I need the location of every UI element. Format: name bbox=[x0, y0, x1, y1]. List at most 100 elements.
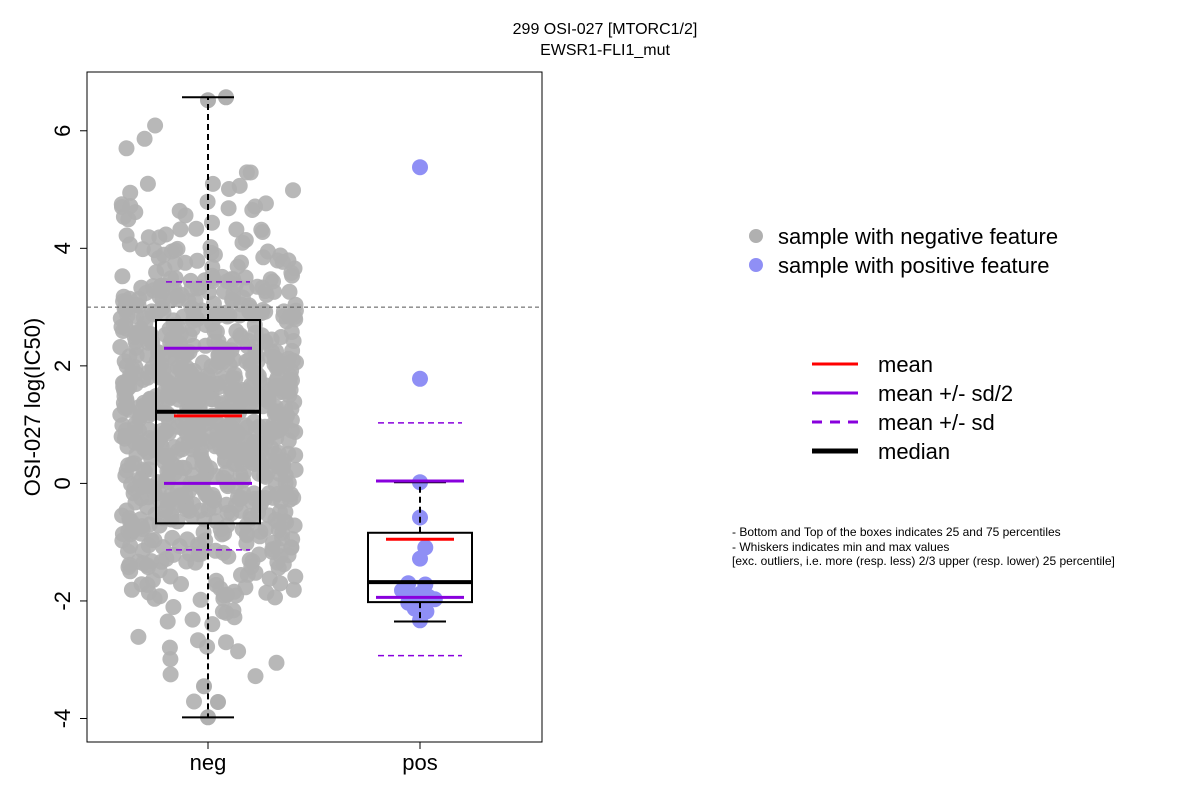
neg-sample-point bbox=[281, 283, 298, 300]
pos-sample-point bbox=[412, 159, 428, 176]
neg-sample-point bbox=[157, 326, 174, 343]
neg-sample-point bbox=[204, 214, 220, 231]
neg-sample-point bbox=[114, 417, 131, 434]
neg-sample-point bbox=[285, 581, 302, 598]
neg-sample-point bbox=[157, 226, 174, 243]
y-axis-label: OSI-027 log(IC50) bbox=[20, 318, 45, 497]
neg-sample-point bbox=[200, 92, 216, 109]
neg-sample-point bbox=[232, 490, 249, 507]
neg-sample-point bbox=[229, 441, 246, 458]
neg-sample-point bbox=[241, 352, 258, 369]
neg-sample-point bbox=[139, 175, 156, 192]
neg-sample-point bbox=[284, 372, 300, 389]
legend-line-label-0: mean bbox=[878, 352, 933, 377]
pos-sample-point bbox=[412, 550, 428, 567]
neg-sample-point bbox=[263, 381, 280, 398]
neg-sample-point bbox=[253, 221, 270, 238]
y-tick-label: 0 bbox=[50, 477, 75, 489]
neg-sample-point bbox=[219, 349, 236, 366]
neg-sample-point bbox=[272, 575, 289, 592]
neg-sample-point bbox=[139, 576, 156, 593]
neg-sample-point bbox=[214, 395, 231, 412]
neg-sample-point bbox=[233, 329, 250, 346]
neg-sample-point bbox=[265, 534, 281, 551]
neg-sample-point bbox=[183, 280, 200, 297]
neg-sample-point bbox=[263, 331, 280, 348]
neg-sample-point bbox=[142, 390, 158, 407]
neg-sample-point bbox=[197, 337, 214, 354]
neg-sample-point bbox=[138, 285, 155, 301]
neg-sample-point bbox=[195, 524, 212, 541]
neg-sample-point bbox=[120, 559, 137, 576]
y-tick-label: 2 bbox=[50, 360, 75, 372]
neg-sample-point bbox=[234, 234, 251, 251]
neg-sample-point bbox=[264, 343, 280, 360]
neg-sample-point bbox=[113, 196, 130, 213]
neg-sample-point bbox=[120, 457, 137, 474]
neg-sample-point bbox=[234, 382, 251, 398]
neg-sample-point bbox=[174, 388, 191, 405]
plot-frame bbox=[86, 71, 543, 743]
neg-sample-point bbox=[174, 413, 191, 430]
neg-sample-point bbox=[128, 347, 145, 364]
neg-sample-point bbox=[272, 247, 289, 264]
axis-layer: -4 -2 0 2 4 6 neg pos bbox=[50, 125, 438, 775]
neg-sample-point bbox=[208, 513, 225, 530]
neg-sample-point bbox=[193, 546, 209, 562]
y-tick-label: 4 bbox=[50, 242, 75, 254]
neg-sample-point bbox=[205, 295, 222, 312]
neg-sample-point bbox=[152, 435, 169, 451]
neg-sample-point bbox=[188, 220, 205, 237]
neg-sample-point bbox=[285, 182, 301, 199]
neg-sample-point bbox=[177, 486, 194, 503]
neg-sample-point bbox=[122, 184, 139, 201]
chart-title-line-1: 299 OSI-027 [MTORC1/2] bbox=[513, 21, 698, 38]
y-tick-label: -2 bbox=[50, 591, 75, 611]
neg-sample-point bbox=[233, 254, 249, 271]
neg-sample-point bbox=[194, 457, 211, 474]
neg-sample-point bbox=[238, 164, 255, 181]
neg-sample-point bbox=[247, 564, 264, 581]
legend-line-label-3: median bbox=[878, 439, 950, 464]
neg-sample-point bbox=[162, 666, 179, 683]
neg-sample-point bbox=[117, 381, 134, 398]
neg-sample-point bbox=[235, 472, 251, 489]
neg-sample-point bbox=[136, 130, 153, 147]
neg-sample-point bbox=[251, 546, 268, 563]
neg-sample-point bbox=[285, 333, 302, 349]
neg-sample-point bbox=[207, 438, 224, 455]
pos-sample-point bbox=[412, 612, 428, 629]
neg-sample-point bbox=[220, 420, 237, 437]
neg-sample-point bbox=[155, 246, 172, 263]
neg-sample-point bbox=[160, 391, 177, 408]
neg-sample-point bbox=[131, 399, 148, 416]
neg-sample-point bbox=[154, 292, 171, 309]
stats-layer bbox=[87, 96, 542, 719]
neg-sample-point bbox=[204, 259, 221, 276]
neg-sample-point bbox=[259, 243, 276, 260]
neg-sample-point bbox=[202, 239, 219, 256]
neg-sample-point bbox=[146, 590, 163, 607]
neg-sample-point bbox=[266, 356, 283, 373]
neg-sample-point bbox=[207, 542, 224, 559]
neg-sample-point bbox=[162, 651, 179, 668]
neg-sample-point bbox=[258, 584, 275, 601]
neg-sample-point bbox=[112, 339, 129, 355]
legend-label-negative: sample with negative feature bbox=[778, 224, 1058, 249]
neg-sample-point bbox=[189, 252, 206, 269]
neg-sample-point bbox=[280, 350, 297, 367]
neg-sample-point bbox=[140, 489, 157, 506]
x-tick-label-pos: pos bbox=[402, 750, 437, 775]
neg-sample-point bbox=[250, 305, 267, 322]
neg-sample-point bbox=[216, 283, 233, 300]
neg-sample-point bbox=[271, 421, 288, 438]
neg-sample-point bbox=[167, 270, 184, 287]
y-tick-label: -4 bbox=[50, 709, 75, 729]
neg-sample-point bbox=[147, 117, 164, 134]
neg-sample-point bbox=[173, 576, 189, 592]
neg-sample-point bbox=[287, 568, 304, 585]
neg-sample-point bbox=[148, 264, 165, 281]
neg-sample-point bbox=[275, 452, 292, 469]
neg-sample-point bbox=[204, 487, 221, 503]
